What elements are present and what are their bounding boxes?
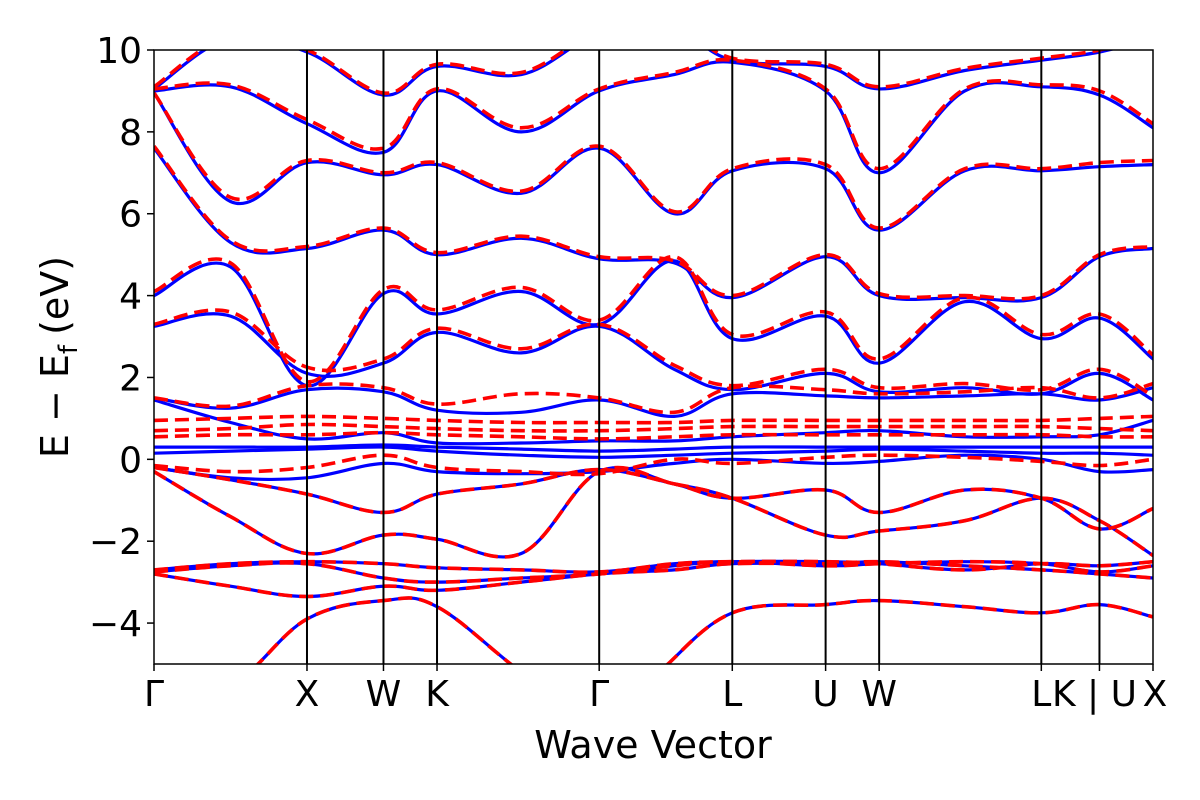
y-tick-label-7: 8 <box>119 113 142 154</box>
bands-layer <box>154 50 1153 664</box>
y-axis-title-main: E − E <box>33 354 77 458</box>
y-tick-label-5: 4 <box>119 277 142 318</box>
dashed-band-8 <box>154 430 1153 441</box>
solid-band-16 <box>154 60 1153 175</box>
x-tick-label-6: L <box>722 674 742 715</box>
y-axis-title: E − Ef (eV) <box>33 256 84 458</box>
y-tick-label-6: 6 <box>119 195 142 236</box>
x-tick-label-10: K | U <box>1052 674 1137 715</box>
dashed-band-15 <box>154 91 1153 230</box>
solid-band-10 <box>154 398 1153 446</box>
x-tick-label-2: X <box>295 674 320 715</box>
solid-band-12 <box>154 312 1153 402</box>
solid-band-17 <box>154 50 1116 97</box>
dashed-band-17 <box>154 50 1108 95</box>
x-tick-label-1: Γ <box>144 674 164 715</box>
solid-band-14 <box>154 146 1153 303</box>
x-tick-label-9: L <box>1031 674 1051 715</box>
dashed-band-5 <box>154 465 1153 559</box>
dashed-band-2 <box>154 559 1153 599</box>
x-axis-title: Wave Vector <box>534 723 772 767</box>
x-tick-label-11: X <box>1143 674 1168 715</box>
solid-band-15 <box>154 91 1153 232</box>
x-tick-label-4: K <box>425 674 450 715</box>
y-tick-label-1: −4 <box>89 604 142 645</box>
dashed-band-3 <box>154 559 1153 584</box>
solid-band-7 <box>154 453 1153 482</box>
x-tick-label-7: U <box>812 674 838 715</box>
y-tick-label-8: 10 <box>96 31 142 72</box>
dashed-band-14 <box>154 145 1153 301</box>
dashed-band-9 <box>154 422 1153 433</box>
kpoint-lines <box>305 50 1101 664</box>
dashed-band-7 <box>154 453 1153 477</box>
y-axis-ticks: −4 −2 0 2 4 6 8 10 <box>89 31 154 645</box>
y-axis-title-subscript: f <box>54 344 84 354</box>
dashed-band-16 <box>154 57 1153 171</box>
solid-band-11 <box>154 386 1153 419</box>
x-tick-label-5: Γ <box>589 674 609 715</box>
y-axis-title-unit: (eV) <box>33 256 77 335</box>
y-tick-label-3: 0 <box>119 440 142 481</box>
dashed-band-6 <box>154 465 1153 531</box>
dashed-band-12 <box>154 308 1153 398</box>
solid-band-13 <box>154 259 1153 388</box>
dashed-band-1 <box>255 596 1153 664</box>
dashed-band-10 <box>154 414 1153 425</box>
dashed-band-4 <box>154 559 1153 574</box>
solid-band-8 <box>154 445 1153 459</box>
y-tick-label-2: −2 <box>89 522 142 563</box>
x-tick-label-3: W <box>366 674 402 715</box>
x-tick-label-8: W <box>861 674 897 715</box>
solid-band-9 <box>154 443 1153 453</box>
plot-frame <box>153 49 1154 665</box>
y-tick-label-4: 2 <box>119 358 142 399</box>
